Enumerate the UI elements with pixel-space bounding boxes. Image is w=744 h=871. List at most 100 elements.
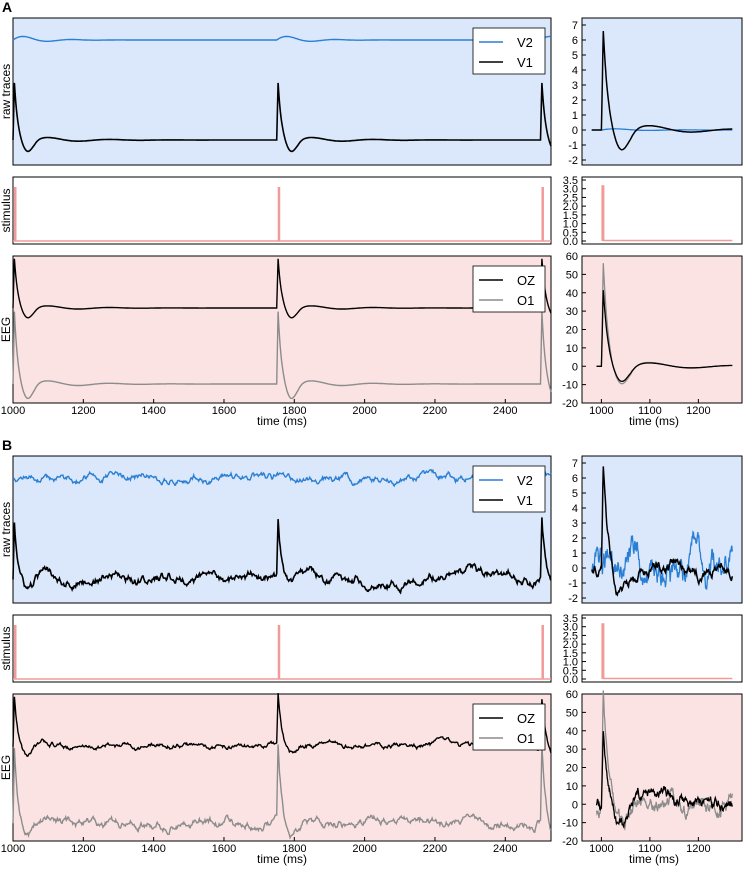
zoom-y-tick-label: 0.5 bbox=[563, 227, 578, 239]
zoom-y-tick-label: 1.5 bbox=[563, 648, 578, 660]
zoom-y-tick-label: 5 bbox=[572, 488, 578, 500]
zoom-y-tick-label: 6 bbox=[572, 35, 578, 47]
main-axes-stimulus bbox=[12, 176, 552, 245]
stimulus-pulse bbox=[541, 187, 544, 241]
zoom-y-tick-label: 60 bbox=[566, 689, 578, 701]
zoom-axes-stimulus bbox=[581, 614, 743, 683]
zoom-y-tick-label: 10 bbox=[566, 781, 578, 793]
legend-box bbox=[472, 265, 546, 313]
y-axis-label-stimulus: stimulus bbox=[0, 626, 13, 670]
zoom-y-tick-label: 10 bbox=[566, 343, 578, 355]
zoom-x-tick-label: 1000 bbox=[589, 843, 613, 855]
zoom-x-tick-label: 1200 bbox=[686, 843, 710, 855]
zoom-x-tick-label: 1200 bbox=[686, 405, 710, 417]
legend-label: V1 bbox=[517, 55, 533, 70]
series-line-v1 bbox=[12, 517, 552, 595]
x-tick-label: 2400 bbox=[493, 843, 517, 855]
zoom-y-tick-label: 2.5 bbox=[563, 192, 578, 204]
zoom-y-tick-label: -2 bbox=[568, 155, 578, 167]
zoom-y-tick-label: -20 bbox=[562, 836, 578, 848]
legend-box bbox=[472, 703, 546, 751]
zoom-y-tick-label: 4 bbox=[572, 65, 578, 77]
main-axes-eeg bbox=[12, 255, 552, 404]
main-axes-stimulus bbox=[12, 614, 552, 683]
zoom-y-tick-label: -2 bbox=[568, 593, 578, 605]
zoom-y-tick-label: 2 bbox=[572, 533, 578, 545]
panel-label: B bbox=[2, 437, 12, 453]
x-tick-label: 2200 bbox=[423, 843, 447, 855]
zoom-series-line-o1 bbox=[595, 690, 733, 831]
zoom-y-tick-label: 30 bbox=[566, 744, 578, 756]
zoom-y-tick-label: -10 bbox=[562, 380, 578, 392]
x-tick-label: 1200 bbox=[71, 843, 95, 855]
stimulus-pulse bbox=[14, 625, 17, 679]
zoom-y-tick-label: 3.5 bbox=[563, 175, 578, 187]
legend-label: V1 bbox=[517, 493, 533, 508]
zoom-y-tick-label: 7 bbox=[572, 20, 578, 32]
zoom-y-tick-label: 0 bbox=[572, 125, 578, 137]
zoom-y-tick-label: 50 bbox=[566, 269, 578, 281]
x-tick-label: 1600 bbox=[212, 843, 236, 855]
x-tick-label: 2400 bbox=[493, 405, 517, 417]
zoom-y-tick-label: 3 bbox=[572, 518, 578, 530]
zoom-y-tick-label: 20 bbox=[566, 325, 578, 337]
legend-label: O1 bbox=[517, 731, 534, 746]
legend-label: OZ bbox=[517, 711, 535, 726]
zoom-stimulus-pulse bbox=[601, 623, 605, 679]
zoom-y-tick-label: 1.0 bbox=[563, 219, 578, 231]
main-axes-eeg bbox=[12, 693, 552, 842]
x-tick-label: 2200 bbox=[423, 405, 447, 417]
zoom-y-tick-label: -20 bbox=[562, 398, 578, 410]
zoom-x-tick-label: 1100 bbox=[638, 405, 662, 417]
stimulus-pulse bbox=[14, 187, 17, 241]
zoom-y-tick-label: 3.0 bbox=[563, 184, 578, 196]
zoom-x-axis-label: time (ms) bbox=[629, 852, 679, 866]
zoom-y-tick-label: 2.0 bbox=[563, 639, 578, 651]
zoom-y-tick-label: 1.5 bbox=[563, 210, 578, 222]
zoom-axes-raw-traces bbox=[581, 17, 743, 166]
zoom-y-tick-label: -1 bbox=[568, 578, 578, 590]
zoom-y-tick-label: 4 bbox=[572, 503, 578, 515]
x-tick-label: 2000 bbox=[352, 405, 376, 417]
zoom-y-tick-label: 6 bbox=[572, 473, 578, 485]
zoom-y-tick-label: 2 bbox=[572, 95, 578, 107]
zoom-y-tick-label: 0 bbox=[572, 563, 578, 575]
y-axis-label-eeg: EEG bbox=[0, 755, 13, 780]
zoom-x-tick-label: 1000 bbox=[589, 405, 613, 417]
zoom-y-tick-label: 1 bbox=[572, 548, 578, 560]
zoom-axes-stimulus bbox=[581, 176, 743, 245]
zoom-axes-eeg bbox=[581, 255, 743, 404]
x-tick-label: 1200 bbox=[71, 405, 95, 417]
zoom-y-tick-label: 0.5 bbox=[563, 665, 578, 677]
x-tick-label: 1800 bbox=[282, 405, 306, 417]
panel-label: A bbox=[2, 0, 12, 15]
zoom-series-line-v1 bbox=[591, 30, 733, 151]
zoom-y-tick-label: 5 bbox=[572, 50, 578, 62]
zoom-y-tick-label: 40 bbox=[566, 726, 578, 738]
zoom-x-tick-label: 1100 bbox=[638, 843, 662, 855]
x-tick-label: 1000 bbox=[1, 405, 25, 417]
zoom-y-tick-label: 40 bbox=[566, 288, 578, 300]
y-axis-label-raw-traces: raw traces bbox=[0, 64, 13, 119]
series-line-v2 bbox=[12, 468, 552, 488]
zoom-y-tick-label: 3 bbox=[572, 80, 578, 92]
zoom-y-tick-label: -10 bbox=[562, 818, 578, 830]
zoom-y-tick-label: 2.5 bbox=[563, 630, 578, 642]
legend-box bbox=[472, 465, 546, 513]
y-axis-label-raw-traces: raw traces bbox=[0, 502, 13, 557]
x-tick-label: 1000 bbox=[1, 843, 25, 855]
zoom-y-tick-label: 0 bbox=[572, 799, 578, 811]
zoom-series-line-v1 bbox=[591, 466, 734, 597]
legend-label: O1 bbox=[517, 293, 534, 308]
x-tick-label: 2000 bbox=[352, 843, 376, 855]
zoom-y-tick-label: 50 bbox=[566, 707, 578, 719]
stimulus-pulse bbox=[277, 187, 281, 241]
y-axis-label-eeg: EEG bbox=[0, 317, 13, 342]
zoom-y-tick-label: 60 bbox=[566, 251, 578, 263]
legend-label: V2 bbox=[517, 35, 533, 50]
series-line-oz bbox=[12, 258, 552, 319]
zoom-y-tick-label: -1 bbox=[568, 140, 578, 152]
zoom-series-line-oz bbox=[595, 731, 733, 828]
zoom-stimulus-pulse bbox=[601, 185, 605, 241]
